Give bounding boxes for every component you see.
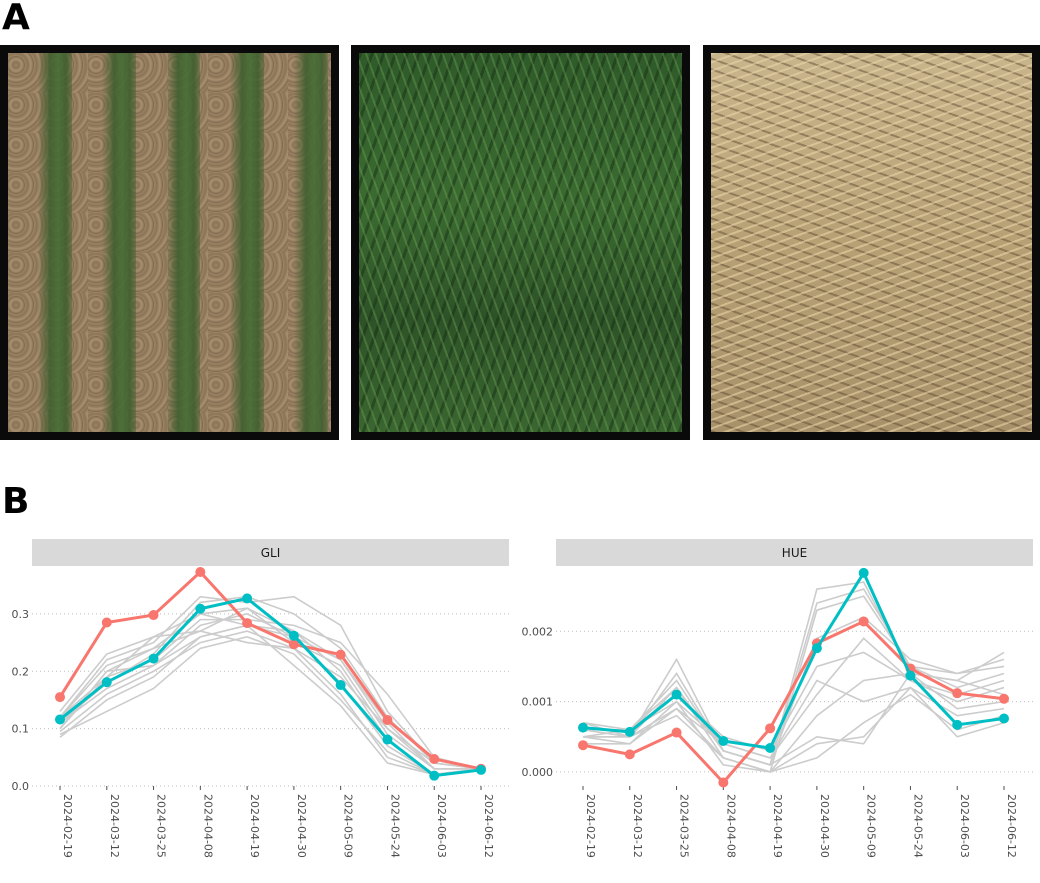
gli-xtick-label-1: 2024-03-12 (108, 794, 121, 858)
hue-xtick-label-3: 2024-04-08 (724, 794, 737, 858)
hue-series-0-point-2 (671, 727, 682, 738)
hue-series-0-point-9 (999, 693, 1009, 704)
gli-xtick-label-4: 2024-04-19 (248, 794, 261, 858)
gli-series-0-point-4 (242, 618, 253, 629)
hue-xtick-label-6: 2024-05-09 (865, 794, 878, 858)
senescence-plot-photo (703, 45, 1040, 440)
gli-background-line-5 (59, 624, 482, 776)
hue-series-0-point-0 (578, 740, 588, 751)
hue-background-line-1 (582, 595, 1005, 773)
gli-series-0-point-8 (429, 754, 440, 765)
gli-series-0-point-2 (148, 610, 159, 621)
panel-label-b: B (2, 481, 30, 522)
gli-series-0-point-0 (55, 692, 65, 703)
hue-xtick-label-2: 2024-03-25 (678, 794, 691, 858)
gli-series-1-point-5 (288, 630, 299, 641)
hue-series-1-point-7 (905, 670, 916, 681)
gli-series-line-0 (58, 570, 482, 771)
gli-series-1-point-7 (382, 734, 393, 745)
hue-series-1-point-8 (952, 719, 963, 730)
hue-series-line-1 (582, 571, 1005, 750)
hue-series-line-0 (582, 619, 1005, 784)
hue-ytick-label-2: 0.002 (522, 625, 554, 638)
facet-strip-hue: HUE (556, 539, 1033, 566)
gli-series-0-point-3 (195, 567, 206, 578)
hue-ytick-label-1: 0.001 (522, 696, 554, 709)
gli-xtick-label-3: 2024-04-08 (201, 794, 214, 858)
gli-background-line-1 (59, 595, 482, 770)
gli-series-0-point-6 (335, 649, 346, 660)
hue-xtick-label-8: 2024-06-03 (958, 794, 971, 858)
gli-series-1-point-9 (476, 764, 486, 775)
hue-series-0-point-3 (718, 777, 729, 788)
hue-series-0-point-6 (858, 616, 869, 627)
panel-label-a: A (2, 0, 30, 38)
hue-xtick-label-9: 2024-06-12 (1005, 794, 1018, 858)
hue-series-0-point-1 (624, 749, 635, 760)
gli-xtick-label-8: 2024-06-03 (435, 794, 448, 858)
gli-xtick-label-0: 2024-02-19 (61, 794, 74, 858)
gli-ytick-label-2: 0.2 (12, 665, 30, 678)
gli-ytick-label-3: 0.3 (12, 608, 30, 621)
senescence-plot-image (711, 53, 1032, 432)
hue-series-1-point-2 (671, 689, 682, 700)
gli-series-1-point-4 (242, 593, 253, 604)
gli-series-line-1 (59, 596, 482, 778)
hue-xtick-label-5: 2024-04-30 (818, 794, 831, 858)
gli-series-1-point-2 (148, 653, 159, 664)
gli-ytick-label-1: 0.1 (12, 723, 30, 736)
gli-background-line-11 (59, 613, 481, 770)
gli-background-line-4 (59, 630, 482, 770)
emergence-plot-photo (0, 45, 339, 440)
hue-ytick-label-0: 0.000 (522, 766, 554, 779)
gli-series-1-point-1 (101, 677, 112, 688)
hue-series-1-point-3 (718, 735, 729, 746)
gli-series-0-point-7 (382, 715, 393, 726)
tillering-plot-photo (351, 45, 690, 440)
hue-background-line-9 (583, 679, 1005, 759)
gli-background-line-8 (59, 630, 482, 776)
hue-background-line-0 (582, 581, 1005, 766)
gli-series-0-point-5 (288, 639, 299, 650)
gli-xtick-label-2: 2024-03-25 (155, 794, 168, 858)
gli-series-1-point-0 (55, 714, 65, 725)
hue-xtick-label-0: 2024-02-19 (584, 794, 597, 858)
gli-series-1-point-3 (195, 603, 206, 614)
hue-series-1-point-4 (765, 743, 776, 754)
hue-series-1-point-9 (999, 713, 1009, 724)
gli-ytick-label-0: 0.0 (12, 780, 30, 793)
gli-series-1-point-8 (429, 770, 440, 781)
hue-series-1-point-0 (578, 722, 588, 733)
facet-strip-gli: GLI (32, 539, 509, 566)
gli-series-1-point-6 (335, 680, 346, 691)
gli-xtick-label-6: 2024-05-09 (342, 794, 355, 858)
hue-xtick-label-1: 2024-03-12 (631, 794, 644, 858)
hue-series-1-point-1 (624, 726, 635, 737)
gli-xtick-label-5: 2024-04-30 (295, 794, 308, 858)
gli-xtick-label-7: 2024-05-24 (388, 794, 401, 858)
gli-xtick-label-9: 2024-06-12 (482, 794, 495, 858)
emergence-plot-image (8, 53, 331, 432)
hue-series-0-point-4 (765, 723, 776, 734)
gli-series-0-point-1 (101, 617, 112, 628)
hue-background-line-10 (583, 672, 1005, 766)
hue-series-1-point-5 (811, 643, 822, 654)
hue-series-0-point-8 (952, 688, 963, 699)
gli-background-line-0 (59, 607, 481, 770)
hue-xtick-label-7: 2024-05-24 (911, 794, 924, 858)
hue-xtick-label-4: 2024-04-19 (771, 794, 784, 858)
tillering-plot-image (359, 53, 682, 432)
hue-series-1-point-6 (858, 567, 869, 578)
